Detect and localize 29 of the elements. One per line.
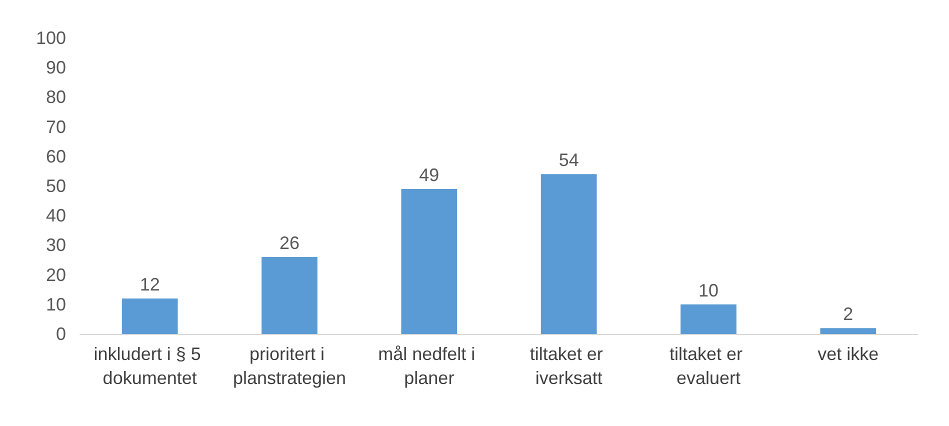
x-tick-label: inkludert i § 5 dokumentet [94, 344, 206, 388]
data-label: 12 [140, 274, 160, 294]
x-tick-label: tiltaket er iverksatt [530, 344, 608, 388]
bar [680, 304, 736, 334]
y-tick-label: 100 [36, 28, 66, 48]
y-tick-label: 0 [56, 324, 66, 344]
x-tick-label: mål nedfelt i planer [378, 344, 480, 388]
y-tick-label: 40 [46, 206, 66, 226]
x-tick-label: tiltaket er evaluert [669, 344, 748, 388]
bar [122, 298, 178, 334]
data-label: 26 [279, 233, 300, 254]
bar [262, 257, 318, 334]
y-tick-label: 80 [46, 87, 66, 108]
data-label: 10 [698, 280, 719, 300]
bar [540, 174, 597, 334]
y-tick-label: 90 [46, 58, 66, 78]
data-label: 54 [558, 150, 579, 170]
data-label: 49 [419, 164, 440, 185]
y-tick-label: 50 [46, 176, 66, 196]
y-tick-label: 70 [46, 116, 66, 137]
x-tick-label: prioritert i planstrategien [232, 344, 346, 388]
y-tick-label: 10 [46, 294, 66, 314]
y-tick-label: 30 [46, 235, 66, 256]
bar [401, 188, 458, 334]
x-tick-label: vet ikke [818, 344, 879, 364]
data-label: 2 [843, 304, 854, 324]
y-tick-label: 20 [46, 264, 66, 285]
bar [820, 328, 876, 334]
y-tick-label: 60 [46, 146, 66, 166]
